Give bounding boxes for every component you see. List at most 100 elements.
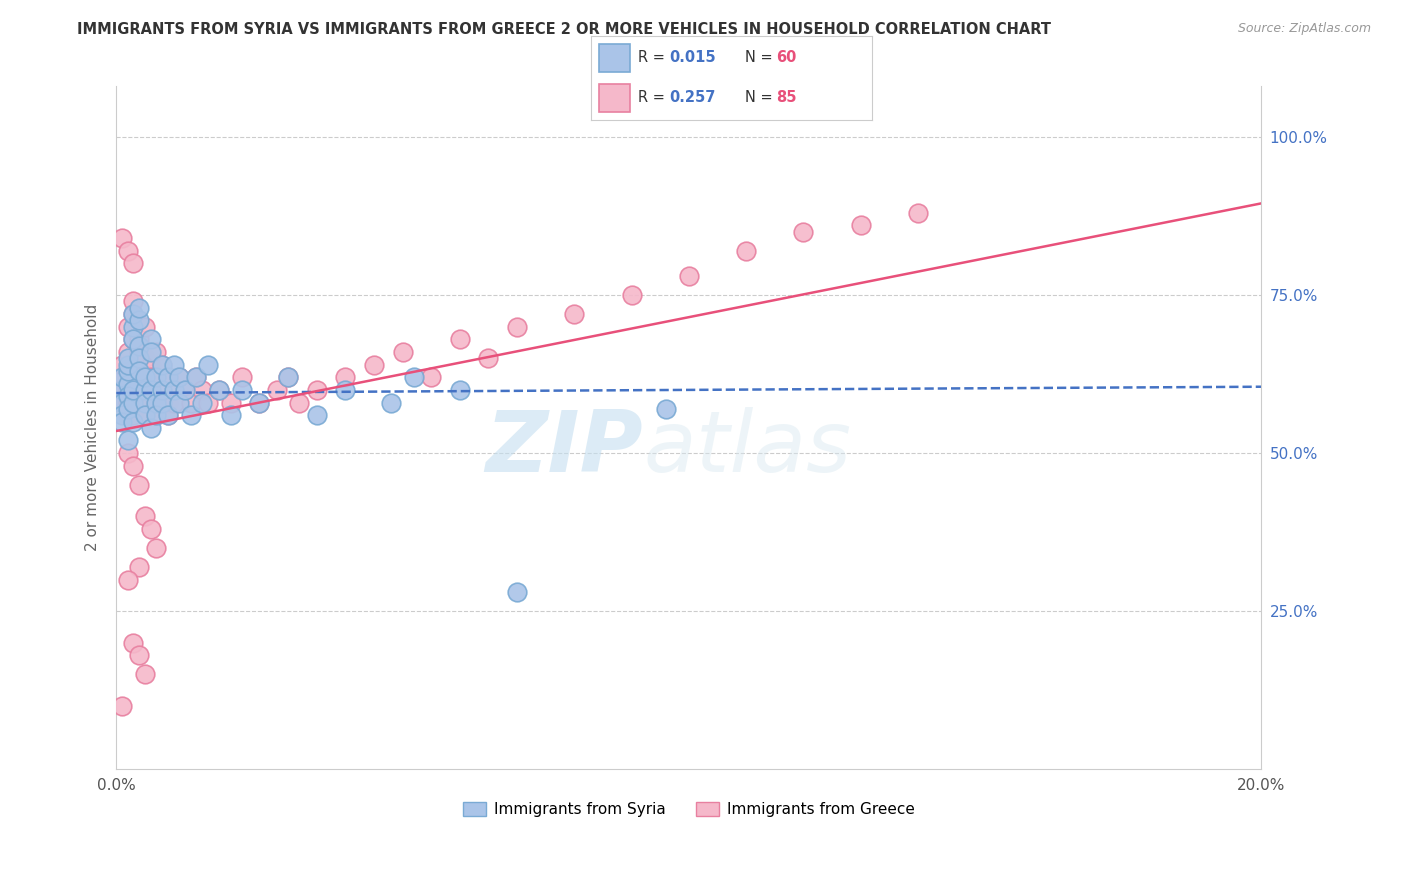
- Point: [150, 383, 173, 397]
- Point: [156, 408, 179, 422]
- Point: [907, 206, 929, 220]
- Point: [562, 307, 585, 321]
- Point: [122, 415, 145, 429]
- Point: [363, 358, 385, 372]
- Point: [145, 541, 167, 555]
- Point: [208, 383, 231, 397]
- Point: [128, 345, 150, 359]
- Point: [145, 395, 167, 409]
- Point: [134, 509, 156, 524]
- Point: [117, 573, 139, 587]
- Point: [111, 395, 134, 409]
- Point: [156, 370, 179, 384]
- Point: [139, 383, 162, 397]
- Point: [122, 294, 145, 309]
- Point: [128, 477, 150, 491]
- Point: [277, 370, 299, 384]
- Point: [122, 636, 145, 650]
- Point: [335, 383, 357, 397]
- Point: [111, 358, 134, 372]
- Point: [477, 351, 499, 366]
- Point: [117, 389, 139, 403]
- Point: [197, 358, 219, 372]
- Point: [117, 364, 139, 378]
- Point: [139, 370, 162, 384]
- Point: [122, 395, 145, 409]
- Y-axis label: 2 or more Vehicles in Household: 2 or more Vehicles in Household: [86, 304, 100, 551]
- Point: [277, 370, 299, 384]
- Point: [305, 383, 328, 397]
- Point: [117, 434, 139, 448]
- Legend: Immigrants from Syria, Immigrants from Greece: Immigrants from Syria, Immigrants from G…: [457, 796, 921, 823]
- Point: [145, 370, 167, 384]
- Point: [150, 383, 173, 397]
- Point: [122, 332, 145, 346]
- Point: [134, 383, 156, 397]
- Point: [156, 370, 179, 384]
- Point: [111, 699, 134, 714]
- Point: [117, 395, 139, 409]
- Point: [167, 395, 190, 409]
- Text: N =: N =: [745, 50, 778, 65]
- Point: [134, 408, 156, 422]
- Text: Source: ZipAtlas.com: Source: ZipAtlas.com: [1237, 22, 1371, 36]
- Point: [249, 395, 271, 409]
- Point: [162, 395, 184, 409]
- Point: [111, 395, 134, 409]
- Point: [122, 458, 145, 473]
- Point: [122, 383, 145, 397]
- Text: N =: N =: [745, 90, 778, 105]
- Point: [122, 307, 145, 321]
- Point: [122, 408, 145, 422]
- Point: [128, 560, 150, 574]
- Point: [134, 395, 156, 409]
- Point: [231, 370, 253, 384]
- Point: [167, 370, 190, 384]
- Point: [128, 332, 150, 346]
- Text: 0.015: 0.015: [669, 50, 716, 65]
- Point: [506, 585, 529, 599]
- Point: [128, 351, 150, 366]
- Text: IMMIGRANTS FROM SYRIA VS IMMIGRANTS FROM GREECE 2 OR MORE VEHICLES IN HOUSEHOLD : IMMIGRANTS FROM SYRIA VS IMMIGRANTS FROM…: [77, 22, 1052, 37]
- Point: [145, 395, 167, 409]
- Point: [117, 364, 139, 378]
- Point: [249, 395, 271, 409]
- Point: [266, 383, 288, 397]
- Point: [162, 383, 184, 397]
- Text: R =: R =: [638, 50, 669, 65]
- Point: [117, 376, 139, 391]
- Point: [134, 351, 156, 366]
- Point: [208, 383, 231, 397]
- Text: 0.257: 0.257: [669, 90, 716, 105]
- Point: [174, 383, 197, 397]
- FancyBboxPatch shape: [599, 45, 630, 72]
- Point: [156, 408, 179, 422]
- Point: [128, 358, 150, 372]
- Point: [117, 244, 139, 258]
- Point: [449, 383, 471, 397]
- Text: 60: 60: [776, 50, 796, 65]
- Point: [134, 319, 156, 334]
- Point: [145, 408, 167, 422]
- Point: [305, 408, 328, 422]
- FancyBboxPatch shape: [599, 84, 630, 112]
- Point: [402, 370, 425, 384]
- Point: [128, 313, 150, 327]
- Point: [197, 395, 219, 409]
- Point: [156, 395, 179, 409]
- Point: [139, 332, 162, 346]
- Point: [117, 446, 139, 460]
- Point: [122, 395, 145, 409]
- Point: [231, 383, 253, 397]
- Point: [219, 395, 242, 409]
- Point: [117, 383, 139, 397]
- Point: [849, 219, 872, 233]
- Point: [139, 345, 162, 359]
- Point: [122, 319, 145, 334]
- Point: [288, 395, 311, 409]
- Point: [180, 408, 202, 422]
- Point: [145, 408, 167, 422]
- Point: [191, 383, 214, 397]
- Point: [420, 370, 443, 384]
- Point: [111, 408, 134, 422]
